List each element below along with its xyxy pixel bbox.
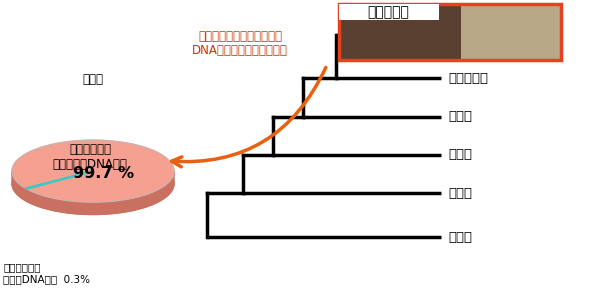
- Text: マウス: マウス: [448, 148, 472, 161]
- Text: トカゲ: トカゲ: [448, 110, 472, 123]
- Text: タンパク質を
つくらないDNA配列: タンパク質を つくらないDNA配列: [53, 143, 127, 171]
- Text: 恐竜・鳥類: 恐竜・鳥類: [367, 5, 409, 19]
- FancyBboxPatch shape: [339, 4, 439, 20]
- Text: カエル: カエル: [448, 187, 472, 200]
- Text: 99.7 %: 99.7 %: [73, 166, 134, 181]
- Polygon shape: [12, 140, 174, 202]
- Ellipse shape: [12, 153, 174, 214]
- Text: この進化の過程で起こった
DNAの変化を抽出し、解析: この進化の過程で起こった DNAの変化を抽出し、解析: [192, 30, 288, 58]
- Polygon shape: [12, 171, 174, 214]
- FancyBboxPatch shape: [339, 4, 461, 60]
- Text: タンパク質を
つくるDNA配列  0.3%: タンパク質を つくるDNA配列 0.3%: [3, 262, 90, 284]
- FancyBboxPatch shape: [461, 4, 561, 60]
- Text: カメ・ワニ: カメ・ワニ: [448, 72, 488, 85]
- Text: サカナ: サカナ: [448, 231, 472, 244]
- Text: 風切羽: 風切羽: [83, 73, 104, 86]
- Polygon shape: [26, 171, 93, 189]
